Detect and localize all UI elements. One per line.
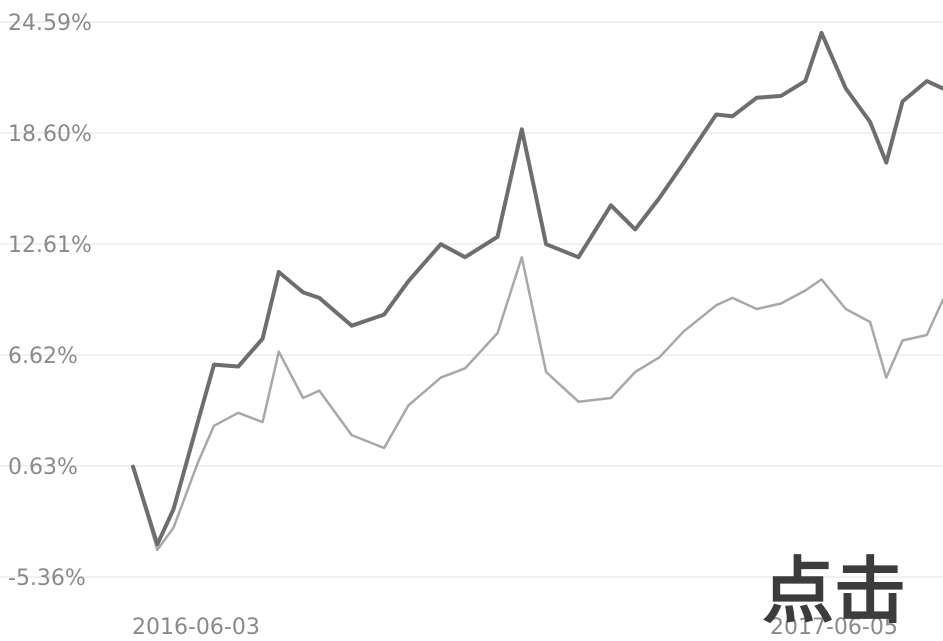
click-overlay-text[interactable]: 点击	[762, 549, 906, 633]
series-line	[131, 255, 943, 552]
series-group	[131, 30, 943, 552]
y-tick-label: 6.62%	[8, 344, 78, 369]
x-tick-label: 2017-06-05	[770, 615, 898, 640]
x-axis: 2016-06-03 2017-06-05	[132, 615, 898, 640]
series-line	[131, 30, 943, 547]
y-tick-label: 24.59%	[8, 11, 92, 36]
y-tick-label: -5.36%	[8, 566, 86, 591]
x-tick-label: 2016-06-03	[132, 615, 260, 640]
y-tick-label: 18.60%	[8, 122, 92, 147]
y-tick-label: 12.61%	[8, 233, 92, 258]
y-axis: 24.59% 18.60% 12.61% 6.62% 0.63% -5.36%	[8, 11, 92, 591]
y-tick-label: 0.63%	[8, 455, 78, 480]
grid	[0, 21, 943, 578]
